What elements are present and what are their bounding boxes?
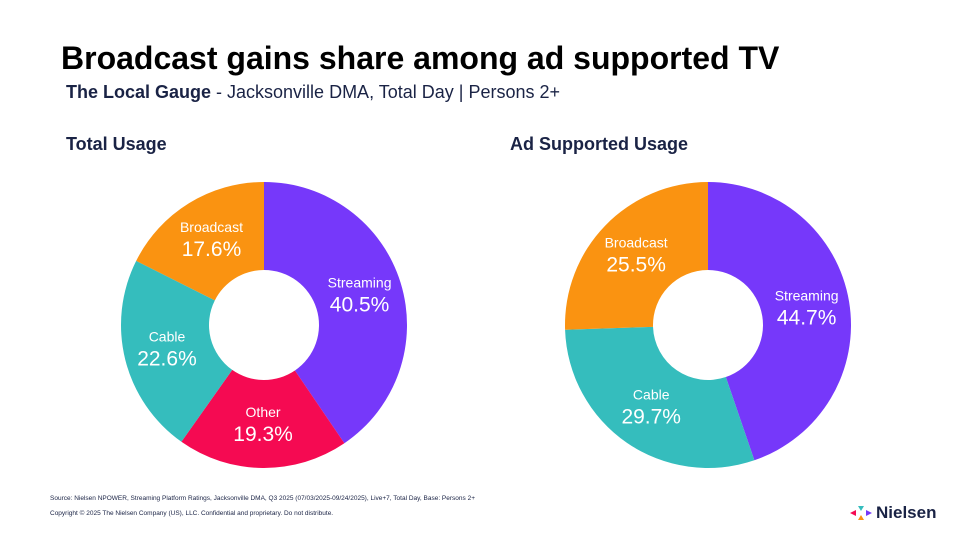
subtitle-rest: - Jacksonville DMA, Total Day | Persons … bbox=[211, 82, 561, 102]
slice-label: Cable bbox=[149, 328, 186, 344]
nielsen-logo-icon bbox=[850, 506, 872, 520]
slice-broadcast bbox=[136, 182, 264, 301]
copyright: Copyright © 2025 The Nielsen Company (US… bbox=[50, 510, 334, 517]
slice-value: 44.7% bbox=[777, 307, 837, 330]
nielsen-logo-text: Nielsen bbox=[876, 503, 937, 522]
subtitle-bold: The Local Gauge bbox=[66, 82, 212, 102]
slice-streaming bbox=[708, 182, 852, 461]
slice-streaming bbox=[264, 182, 407, 444]
slice-value: 22.6% bbox=[137, 347, 197, 370]
slice-broadcast bbox=[565, 182, 708, 330]
slice-cable bbox=[121, 260, 233, 442]
page-title: Broadcast gains share among ad supported… bbox=[61, 40, 780, 76]
slice-label: Cable bbox=[633, 386, 670, 402]
slice-value: 40.5% bbox=[330, 294, 390, 317]
slice-value: 29.7% bbox=[621, 405, 681, 428]
slice-cable bbox=[565, 326, 755, 468]
slice-value: 25.5% bbox=[606, 253, 666, 276]
slice-label: Streaming bbox=[328, 275, 392, 291]
chart-title-total: Total Usage bbox=[66, 134, 167, 154]
subtitle: The Local Gauge - Jacksonville DMA, Tota… bbox=[66, 82, 560, 103]
slice-value: 17.6% bbox=[182, 238, 242, 261]
slice-label: Other bbox=[246, 404, 281, 420]
slice-label: Broadcast bbox=[605, 234, 668, 250]
slice-label: Broadcast bbox=[180, 219, 243, 235]
source-note: Source: Nielsen NPOWER, Streaming Platfo… bbox=[50, 495, 475, 502]
slice-other bbox=[181, 369, 345, 469]
nielsen-logo: Nielsen bbox=[850, 503, 936, 523]
chart-title-ad-supported: Ad Supported Usage bbox=[510, 134, 689, 154]
slice-label: Streaming bbox=[775, 288, 839, 304]
slice-value: 19.3% bbox=[233, 423, 293, 446]
